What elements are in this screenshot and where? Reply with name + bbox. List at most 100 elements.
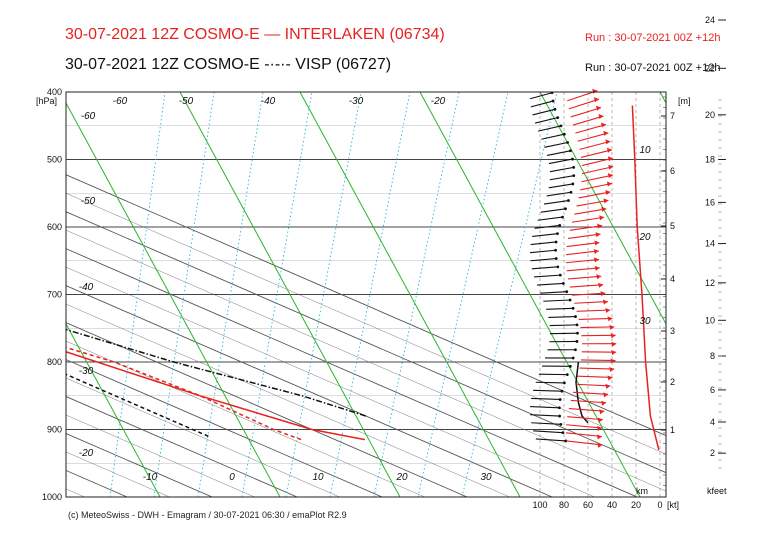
- isotherm-label: -40: [79, 282, 94, 293]
- wind-barb-interlaken-head: [592, 88, 598, 94]
- feet-tick-label: 20: [705, 110, 715, 120]
- mixing-ratio-line: [373, 92, 460, 497]
- pressure-tick-label: 600: [47, 222, 62, 232]
- grid-layer: [66, 92, 666, 497]
- wind-barb-interlaken: [581, 174, 614, 183]
- wind-barb-visp: [532, 233, 558, 237]
- isotherm-line: [66, 303, 510, 497]
- plot-frame: [65, 91, 667, 498]
- isotherm-label: -20: [79, 448, 94, 459]
- isotherm-label: -50: [179, 96, 194, 107]
- wind-barb-visp-tip: [569, 190, 573, 194]
- isotherm-line: [66, 248, 638, 497]
- mixing-ratio-line: [329, 92, 411, 497]
- wind-barb-interlaken-head: [603, 130, 609, 136]
- wind-barb-visp-tip: [562, 132, 566, 136]
- isotherm-label-right: 30: [639, 316, 651, 327]
- wind-barb-interlaken-head: [606, 147, 612, 153]
- isotherm-line: [66, 211, 666, 474]
- wind-barb-visp-tip: [556, 265, 560, 269]
- wind-barb-visp-tip: [571, 157, 574, 161]
- wind-barb-visp-tip: [565, 373, 569, 377]
- axis-labels-layer: 4005006007008009001000-60-60-50-50-40-40…: [42, 15, 726, 510]
- wind-barb-interlaken: [568, 98, 600, 110]
- wind-barb-interlaken: [566, 258, 599, 264]
- height-tick-label: 1: [670, 425, 675, 435]
- isotherm-line: [66, 193, 666, 455]
- wind-barb-visp: [531, 422, 561, 425]
- wind-barb-interlaken: [567, 233, 601, 239]
- wind-barb-visp: [530, 406, 560, 409]
- isotherm-label: -40: [261, 96, 276, 107]
- pressure-tick-label: 900: [47, 425, 62, 435]
- isotherm-label-right: 10: [639, 145, 651, 156]
- wind-barb-interlaken-head: [597, 223, 603, 229]
- wind-tick-label: 20: [631, 500, 641, 510]
- wind-barb-visp: [548, 316, 576, 318]
- visp-temperature-line: [66, 328, 367, 417]
- run-label-interlaken: Run : 30-07-2021 00Z +12h: [585, 32, 721, 44]
- wind-barb-visp-tip: [564, 439, 568, 443]
- wind-barb-interlaken: [568, 408, 605, 412]
- wind-barb-visp: [543, 199, 569, 205]
- wind-barb-visp-tip: [556, 116, 560, 120]
- wind-barb-visp: [537, 216, 563, 221]
- feet-tick-label: 18: [705, 155, 715, 165]
- feet-tick-label: 12: [705, 278, 715, 288]
- wind-barb-interlaken: [576, 199, 609, 207]
- isotherm-label: 10: [312, 472, 324, 483]
- dry-adiabat-line: [539, 92, 666, 326]
- wind-barb-visp: [534, 117, 558, 124]
- wind-barb-interlaken-head: [597, 426, 603, 432]
- mixing-ratio-line: [285, 92, 362, 497]
- mixing-ratio-line: [417, 92, 509, 497]
- isotherm-line: [66, 359, 383, 497]
- dry-adiabat-line: [66, 101, 281, 497]
- feet-tick-label: 2: [710, 448, 715, 458]
- wind-barb-visp-tip: [556, 232, 559, 236]
- wind-barb-interlaken: [577, 375, 613, 379]
- wind-barb-interlaken: [580, 359, 616, 362]
- wind-barb-interlaken-head: [609, 367, 615, 373]
- wind-barb-visp: [529, 249, 556, 254]
- wind-barb-interlaken: [571, 292, 606, 296]
- wind-barb-interlaken: [574, 301, 608, 304]
- wind-barb-interlaken-head: [596, 434, 602, 440]
- wind-barb-visp-tip: [553, 107, 557, 111]
- wind-barb-visp-tip: [574, 348, 577, 352]
- wind-barb-interlaken-head: [598, 282, 604, 288]
- wind-barb-interlaken-head: [607, 156, 613, 162]
- title-visp: 30-07-2021 12Z COSMO-E -·-·- VISP (06727…: [65, 56, 392, 73]
- wind-barb-visp-tip: [558, 398, 562, 401]
- height-tick-label: 5: [670, 221, 675, 231]
- wind-barb-interlaken: [569, 225, 603, 231]
- isotherm-label-right: 20: [638, 232, 651, 243]
- wind-barb-interlaken: [566, 267, 600, 272]
- isotherm-label: 0: [229, 472, 235, 483]
- dry-adiabat-line: [659, 92, 666, 105]
- wind-barb-visp-tip: [568, 298, 572, 302]
- wind-barb-interlaken-head: [600, 122, 606, 128]
- interlaken-temperature-line: [66, 351, 366, 441]
- wind-barb-visp-tip: [576, 331, 579, 335]
- wind-barb-visp-tip: [551, 99, 555, 103]
- wind-barb-interlaken: [566, 241, 600, 248]
- credit-text: (c) MeteoSwiss - DWH - Emagram / 30-07-2…: [68, 510, 347, 520]
- wind-barb-interlaken-head: [609, 324, 615, 330]
- height-tick-label: 6: [670, 166, 675, 176]
- wind-barb-interlaken-head: [601, 206, 607, 212]
- wind-barb-visp: [540, 291, 567, 294]
- wind-barb-visp-tip: [560, 389, 564, 393]
- wind-barb-interlaken-head: [605, 307, 611, 313]
- wind-barb-interlaken-head: [611, 350, 617, 356]
- wind-barb-visp-tip: [562, 381, 566, 385]
- mixing-ratio-line: [197, 92, 264, 497]
- mixing-ratio-line: [241, 92, 313, 497]
- wind-barb-interlaken-head: [593, 257, 599, 263]
- wind-barb-interlaken: [578, 317, 613, 320]
- feet-tick-label: 16: [705, 197, 715, 207]
- wind-barb-visp-tip: [557, 406, 561, 410]
- pressure-tick-label: 500: [47, 155, 62, 165]
- pressure-tick-label: 800: [47, 357, 62, 367]
- wind-barb-visp-tip: [575, 323, 579, 327]
